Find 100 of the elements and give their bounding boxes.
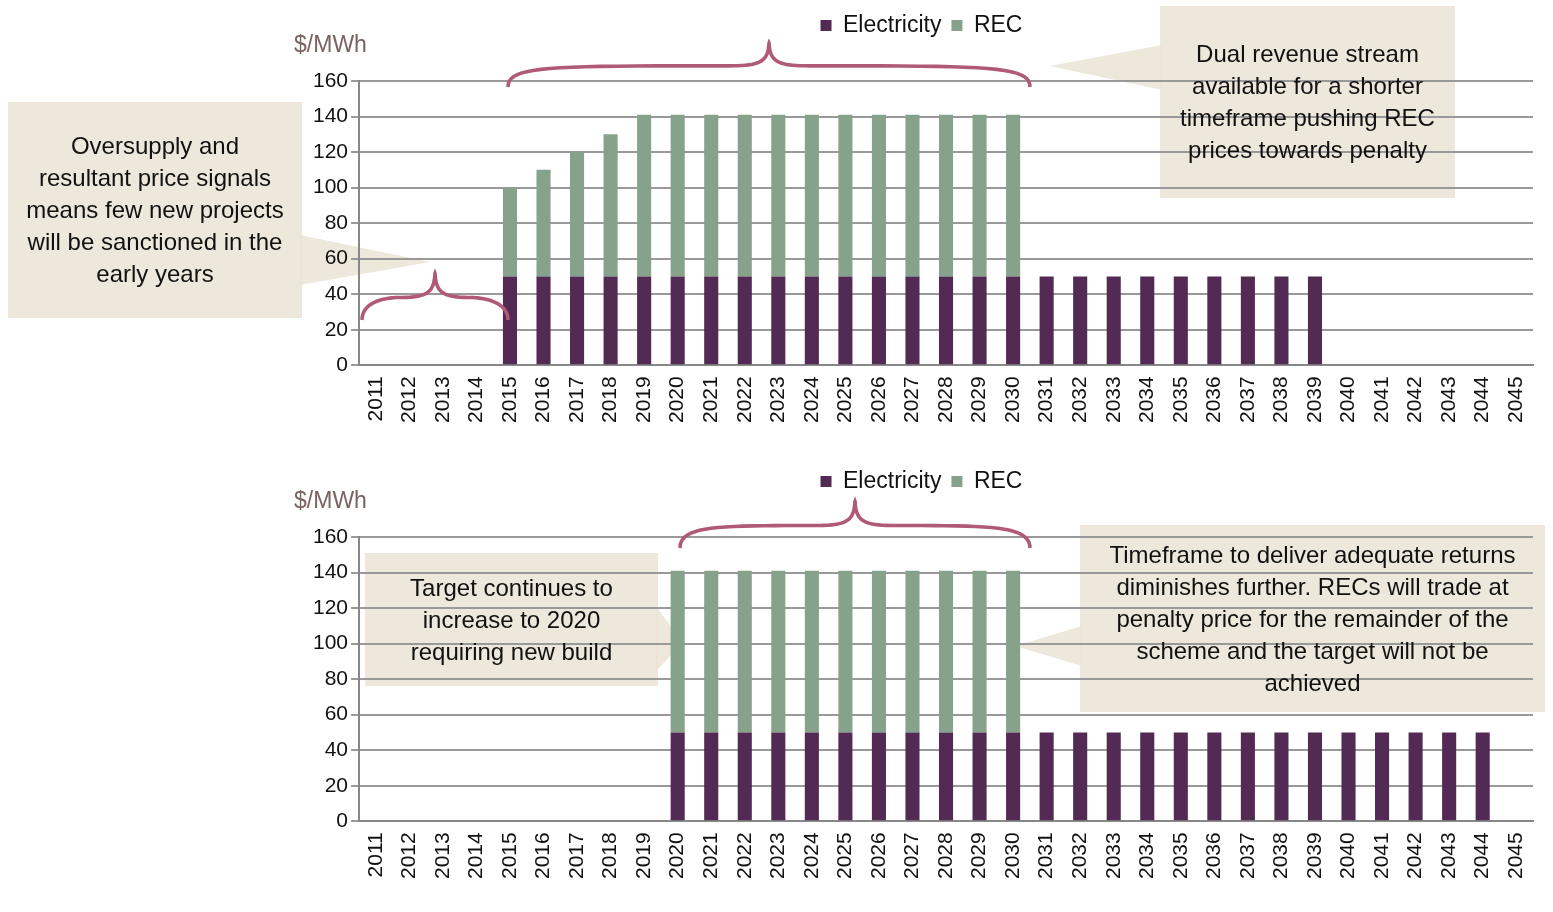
x-tick-label: 2037: [1234, 376, 1258, 423]
annotation: Dual revenue stream available for a shorter timeframe pushing REC prices towards penalty: [1160, 6, 1455, 198]
x-tick-label: 2038: [1268, 832, 1292, 879]
x-tick-label: 2033: [1100, 376, 1124, 423]
x-tick-label: 2031: [1033, 376, 1057, 423]
x-tick-label: 2019: [630, 376, 654, 423]
x-tick-label: 2043: [1435, 376, 1459, 423]
x-tick-label: 2014: [463, 375, 487, 423]
x-tick-label: 2034: [1134, 831, 1158, 879]
y-tick-label: 20: [324, 316, 349, 340]
y-tick-label: 120: [312, 138, 349, 162]
x-tick-label: 2039: [1301, 376, 1325, 423]
x-tick-label: 2021: [698, 376, 722, 423]
x-tick-label: 2045: [1503, 376, 1527, 423]
x-tick-label: 2023: [765, 376, 789, 423]
x-tick-label: 2022: [731, 376, 755, 423]
bar: [1240, 276, 1255, 365]
x-tick-label: 2028: [932, 376, 956, 423]
x-tick-label: 2013: [429, 376, 453, 423]
bar: [804, 114, 819, 277]
x-tick-label: 2044: [1469, 831, 1493, 879]
x-tick-label: 2033: [1100, 832, 1124, 879]
y-tick-label: 20: [324, 772, 349, 796]
y-tick-label: 160: [312, 523, 349, 547]
x-tick-label: 2025: [832, 376, 856, 423]
bar: [1073, 276, 1088, 365]
x-tick-label: 2032: [1066, 832, 1090, 879]
x-tick-label: 2036: [1201, 832, 1225, 879]
bar: [972, 276, 987, 365]
x-tick-label: 2027: [899, 832, 923, 879]
legend-label: REC: [973, 10, 1023, 37]
x-tick-label: 2040: [1335, 832, 1359, 879]
bar: [804, 276, 819, 365]
x-tick-label: 2035: [1167, 832, 1191, 879]
x-tick-label: 2043: [1435, 832, 1459, 879]
legend-label: Electricity: [843, 10, 942, 37]
x-tick-label: 2018: [597, 832, 621, 879]
y-tick-label: 60: [324, 245, 349, 269]
x-tick-label: 2014: [463, 831, 487, 879]
bar: [536, 276, 551, 365]
y-tick-label: 120: [312, 594, 349, 618]
y-tick-label: 0: [336, 808, 349, 832]
x-tick-label: 2031: [1033, 832, 1057, 879]
bar: [704, 114, 719, 277]
bar: [1039, 276, 1054, 365]
y-tick-label: 140: [312, 103, 349, 127]
legend-label: Electricity: [843, 466, 942, 493]
x-tick-label: 2029: [966, 376, 990, 423]
x-tick-label: 2022: [731, 832, 755, 879]
bar: [972, 114, 987, 277]
bar: [771, 276, 786, 365]
x-tick-label: 2013: [429, 832, 453, 879]
bar: [637, 114, 652, 277]
x-tick-label: 2035: [1167, 376, 1191, 423]
bar: [1207, 276, 1222, 365]
bar: [670, 276, 685, 365]
bar: [871, 114, 886, 277]
bar: [570, 276, 585, 365]
y-tick-label: 160: [312, 67, 349, 91]
bar: [502, 187, 518, 277]
y-tick-label: 0: [336, 352, 349, 376]
y-tick-label: 40: [324, 281, 349, 305]
x-tick-label: 2027: [899, 376, 923, 423]
y-tick-label: 80: [324, 209, 349, 233]
bar: [1173, 276, 1188, 365]
x-tick-label: 2024: [798, 831, 822, 879]
x-tick-label: 2021: [698, 832, 722, 879]
bar: [771, 114, 786, 277]
x-tick-label: 2023: [765, 832, 789, 879]
x-tick-label: 2029: [966, 832, 990, 879]
y-axis-title: $/MWh: [294, 30, 367, 57]
x-tick-label: 2044: [1469, 375, 1493, 423]
x-tick-label: 2026: [865, 832, 889, 879]
x-tick-label: 2012: [396, 832, 420, 879]
bar: [603, 276, 618, 365]
x-tick-label: 2018: [597, 376, 621, 423]
bar: [1307, 276, 1323, 365]
x-tick-label: 2030: [999, 376, 1023, 423]
x-tick-label: 2034: [1134, 375, 1158, 423]
x-tick-label: 2042: [1402, 376, 1426, 423]
bar: [637, 276, 652, 365]
y-tick-label: 80: [324, 665, 349, 689]
x-tick-label: 2015: [496, 832, 520, 879]
x-tick-label: 2017: [563, 376, 587, 423]
bar: [938, 114, 954, 277]
y-axis-title: $/MWh: [294, 486, 367, 513]
bar: [502, 276, 518, 365]
x-tick-label: 2017: [563, 832, 587, 879]
bar: [536, 169, 551, 277]
x-tick-label: 2012: [396, 376, 420, 423]
x-tick-label: 2041: [1368, 832, 1392, 879]
text: Oversupply and resultant price signals means few new projects will be sanctioned in the early years: [8, 102, 302, 318]
bar: [603, 134, 618, 277]
x-tick-label: 2036: [1201, 376, 1225, 423]
bar: [938, 276, 954, 365]
bar: [838, 114, 853, 277]
x-tick-label: 2028: [932, 832, 956, 879]
y-tick-label: 40: [324, 737, 349, 761]
bar: [670, 114, 685, 277]
x-tick-label: 2045: [1503, 832, 1527, 879]
